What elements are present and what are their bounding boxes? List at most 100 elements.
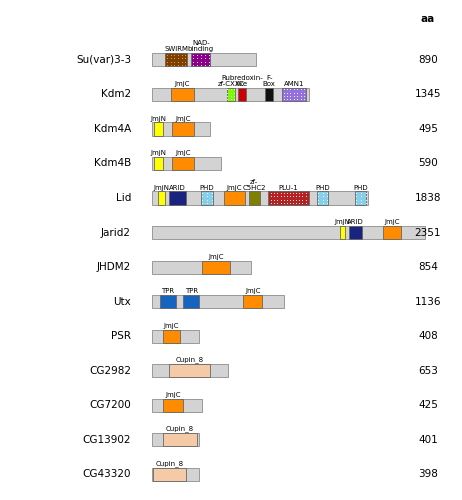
Bar [170,364,210,377]
Bar [158,192,165,204]
Bar [152,330,200,342]
Bar [152,260,251,274]
Text: F-
Box: F- Box [263,75,276,87]
Text: JmjC: JmjC [245,288,261,294]
Text: CG43320: CG43320 [83,470,131,480]
Text: JHDM2: JHDM2 [97,262,131,272]
Bar [171,88,194,101]
Bar [165,54,187,66]
Bar [163,433,197,446]
Text: 425: 425 [418,400,438,410]
Bar [249,192,260,204]
Text: Lid: Lid [116,193,131,203]
Text: JmjC: JmjC [164,322,179,328]
Text: zf-
C5HC2: zf- C5HC2 [243,178,266,190]
Text: aa: aa [421,14,435,24]
Text: CG7200: CG7200 [89,400,131,410]
Text: CG2982: CG2982 [89,366,131,376]
Bar [265,88,274,101]
Bar [152,192,368,204]
Bar [340,226,345,239]
Text: PHD: PHD [200,184,214,190]
Text: ARID: ARID [169,184,186,190]
Bar [355,192,366,204]
Text: JmjN: JmjN [334,219,351,225]
Bar [152,468,200,481]
Text: PHD: PHD [353,184,368,190]
Text: zf-CXXC: zf-CXXC [218,81,244,87]
Bar [201,192,213,204]
Bar [163,330,180,342]
Text: Kdm2: Kdm2 [101,90,131,100]
Text: JmjC: JmjC [208,254,224,260]
Text: JmjC: JmjC [175,150,191,156]
Text: Rubredoxin-
like: Rubredoxin- like [221,75,263,87]
Text: 401: 401 [418,434,438,444]
Text: NAD-
binding: NAD- binding [188,40,214,52]
Bar [317,192,328,204]
Text: Cupin_8: Cupin_8 [155,460,183,467]
Bar [383,226,401,239]
Text: TPR: TPR [185,288,198,294]
Text: 854: 854 [418,262,438,272]
Text: JmjN: JmjN [153,184,170,190]
Bar [281,88,306,101]
Text: PSR: PSR [111,331,131,341]
Text: Cupin_8: Cupin_8 [165,426,194,432]
Bar [152,54,255,66]
Bar [349,226,362,239]
Bar [152,88,309,101]
Bar [154,122,163,136]
Text: 495: 495 [418,124,438,134]
Text: 408: 408 [418,331,438,341]
Bar [202,260,230,274]
Bar [172,122,194,136]
Text: Utx: Utx [113,296,131,306]
Text: JmjC: JmjC [226,184,242,190]
Text: Kdm4A: Kdm4A [94,124,131,134]
Text: Kdm4B: Kdm4B [94,158,131,168]
Bar [224,192,244,204]
Text: 398: 398 [418,470,438,480]
Bar [152,295,284,308]
Bar [183,295,200,308]
Bar [227,88,235,101]
Bar [152,364,228,377]
Bar [152,398,202,412]
Bar [160,295,176,308]
Bar [163,398,183,412]
Text: 653: 653 [418,366,438,376]
Text: ARID: ARID [347,219,364,225]
Text: Cupin_8: Cupin_8 [176,356,204,364]
Text: JmjC: JmjC [165,392,181,398]
Text: CG13902: CG13902 [83,434,131,444]
Text: 1136: 1136 [415,296,441,306]
Text: 2351: 2351 [415,228,441,237]
Bar [152,122,210,136]
Text: 1345: 1345 [415,90,441,100]
Bar [238,88,246,101]
Text: Su(var)3-3: Su(var)3-3 [76,55,131,65]
Text: TPR: TPR [161,288,175,294]
Text: 890: 890 [418,55,438,65]
Text: 1838: 1838 [415,193,441,203]
Bar [268,192,309,204]
Text: JmjN: JmjN [151,116,166,121]
Bar [172,157,194,170]
Text: AMN1: AMN1 [284,81,304,87]
Bar [152,157,221,170]
Bar [243,295,262,308]
Text: JmjC: JmjC [384,219,400,225]
Text: JmjC: JmjC [175,81,190,87]
Bar [191,54,210,66]
Text: 590: 590 [418,158,438,168]
Text: SWIRM: SWIRM [164,46,188,52]
Text: JmjN: JmjN [151,150,166,156]
Bar [152,226,425,239]
Bar [154,157,163,170]
Text: JmjC: JmjC [175,116,191,121]
Text: PHD: PHD [315,184,330,190]
Bar [152,433,200,446]
Text: PLU-1: PLU-1 [279,184,298,190]
Bar [170,192,186,204]
